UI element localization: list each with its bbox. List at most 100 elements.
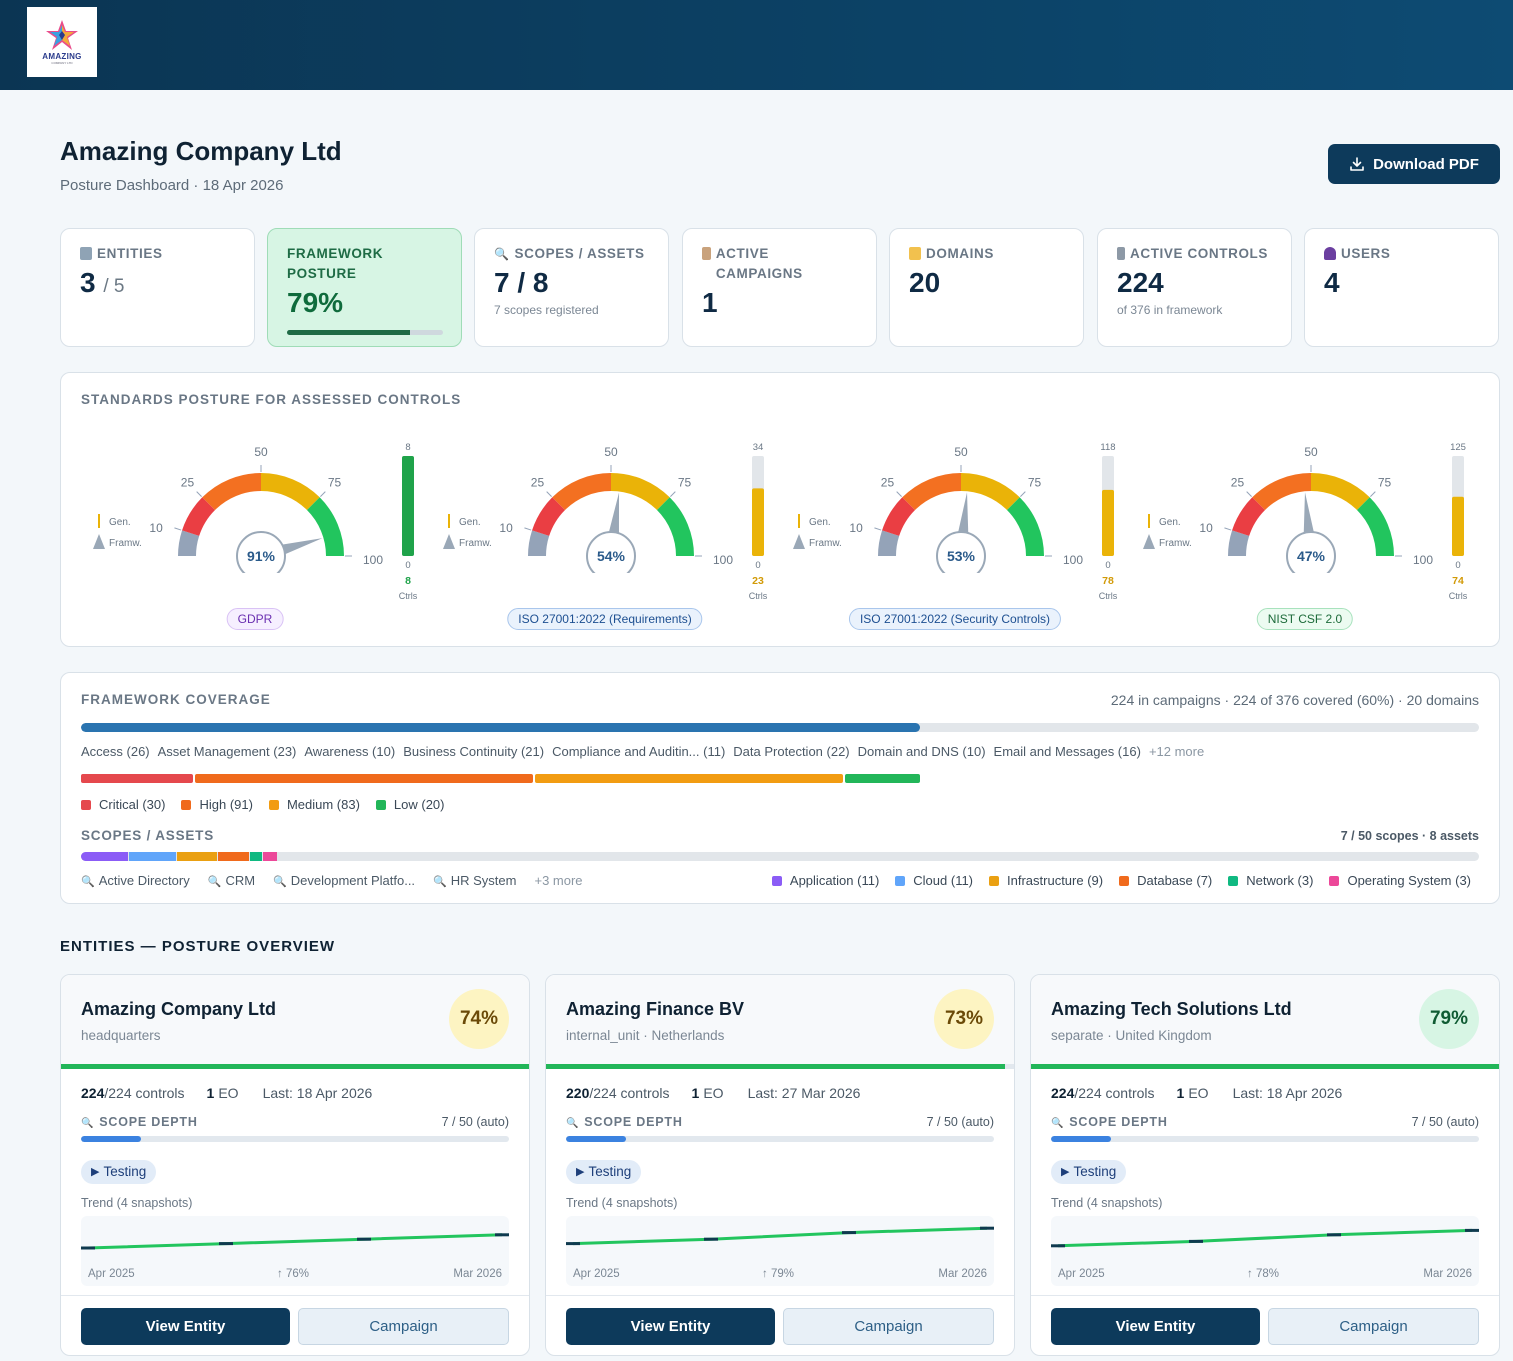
gauge-svg: 10 25 50 75 100 53% Gen. Framw. 118 0 78 Ctrls bbox=[793, 442, 1118, 601]
legend-swatch bbox=[1119, 876, 1130, 886]
scopes-more-link[interactable]: +3 more bbox=[534, 873, 583, 888]
page-title: Amazing Company Ltd bbox=[60, 136, 342, 166]
trend-end: Mar 2026 bbox=[453, 1268, 502, 1280]
domain-item[interactable]: Access (26) bbox=[81, 744, 150, 759]
trend-label: Trend (4 snapshots) bbox=[1051, 1196, 1163, 1210]
severity-segment bbox=[534, 774, 844, 783]
folder-icon bbox=[909, 247, 921, 260]
ctrl-zero-label: 0 bbox=[755, 560, 760, 571]
controls-total: /224 controls bbox=[1074, 1085, 1155, 1101]
stat-card-scopes[interactable]: 🔍 SCOPES / ASSETS 7 / 8 7 scopes register… bbox=[474, 228, 669, 347]
entity-name: Amazing Tech Solutions Ltd bbox=[1051, 999, 1292, 1019]
trend-label: Trend (4 snapshots) bbox=[566, 1196, 678, 1210]
stat-value: 3 bbox=[80, 267, 96, 298]
scope-name: CRM bbox=[225, 873, 256, 888]
ctrl-bar-fill bbox=[402, 456, 414, 556]
eo-label: EO bbox=[1188, 1085, 1209, 1101]
view-entity-button[interactable]: View Entity bbox=[1051, 1308, 1260, 1345]
scope-depth-label: SCOPE DEPTH bbox=[584, 1115, 683, 1129]
eo-label: EO bbox=[703, 1085, 724, 1101]
ctrl-label: Ctrls bbox=[1449, 591, 1468, 601]
play-icon: ▶ bbox=[1061, 1166, 1070, 1178]
severity-segment bbox=[81, 774, 193, 783]
view-entity-button[interactable]: View Entity bbox=[566, 1308, 775, 1345]
legend-label: Network (3) bbox=[1246, 873, 1314, 888]
gauge-tick bbox=[1020, 491, 1026, 497]
domain-item[interactable]: Data Protection (22) bbox=[733, 744, 850, 759]
domain-item[interactable]: Email and Messages (16) bbox=[993, 744, 1141, 759]
stat-card-campaigns[interactable]: ACTIVE CAMPAIGNS 1 bbox=[682, 228, 877, 347]
legend-swatch bbox=[375, 800, 386, 810]
severity-legend: Critical (30) High (91) Medium (83) Low (20… bbox=[81, 797, 460, 812]
status-badge: ▶ Testing bbox=[81, 1160, 157, 1184]
entity-stats: 224/224 controls 1 EO Last: 18 Apr 2026 bbox=[81, 1085, 372, 1101]
download-icon bbox=[1350, 157, 1364, 171]
stat-card-entities[interactable]: ENTITIES 3 / 5 bbox=[60, 228, 255, 347]
stat-note: of 376 in framework bbox=[1117, 303, 1223, 317]
entity-stats: 220/224 controls 1 EO Last: 27 Mar 2026 bbox=[566, 1085, 860, 1101]
framework-pill[interactable]: ISO 27001:2022 (Security Controls) bbox=[848, 608, 1062, 630]
gauge-arc-segment bbox=[1232, 497, 1266, 537]
domain-item[interactable]: Compliance and Auditin... (11) bbox=[552, 744, 726, 759]
entity-card[interactable]: Amazing Finance BV internal_unit · Nether… bbox=[545, 974, 1015, 1356]
campaign-button[interactable]: Campaign bbox=[1268, 1308, 1479, 1345]
entity-card[interactable]: Amazing Tech Solutions Ltd separate · Uni… bbox=[1030, 974, 1500, 1356]
scope-name-item[interactable]: 🔍 HR System bbox=[433, 873, 524, 888]
standard-gauge[interactable]: 10 25 50 75 100 53% Gen. Framw. 118 0 78 Ctrls bbox=[780, 436, 1130, 636]
legend-label: Application (11) bbox=[789, 873, 880, 888]
legend-swatch bbox=[1228, 876, 1239, 886]
stat-card-controls[interactable]: ACTIVE CONTROLS 224 of 376 in framework bbox=[1097, 228, 1292, 347]
entity-score-badge: 73% bbox=[934, 989, 994, 1049]
framework-pill[interactable]: ISO 27001:2022 (Requirements) bbox=[507, 608, 703, 630]
company-logo[interactable]: AMAZING COMPANY LTD bbox=[27, 7, 97, 77]
scope-name-item[interactable]: 🔍 Development Platfo... bbox=[273, 873, 423, 888]
gauge-tick-label: 100 bbox=[1063, 553, 1083, 567]
download-pdf-button[interactable]: Download PDF bbox=[1328, 144, 1500, 184]
campaign-button[interactable]: Campaign bbox=[783, 1308, 994, 1345]
entity-score-badge: 79% bbox=[1419, 989, 1479, 1049]
stat-card-framework-posture[interactable]: FRAMEWORK POSTURE 79% bbox=[267, 228, 462, 347]
ctrl-bar-fill bbox=[1452, 496, 1464, 556]
gauge-tick bbox=[546, 491, 552, 497]
trend-chart: Apr 2025 ↑ 79% Mar 2026 bbox=[566, 1216, 994, 1286]
framework-label: Framw. bbox=[459, 538, 492, 549]
scope-name-item[interactable]: 🔍 Active Directory bbox=[81, 873, 198, 888]
trend-line bbox=[1057, 1228, 1473, 1248]
gauge-tick-label: 100 bbox=[1413, 553, 1433, 567]
standard-gauge[interactable]: 10 25 50 75 100 91% Gen. Framw. 8 0 8 Ctrls bbox=[80, 436, 430, 636]
domain-item[interactable]: Asset Management (23) bbox=[157, 744, 297, 759]
gauge-arc-segment bbox=[260, 473, 320, 511]
framework-pill[interactable]: GDPR bbox=[226, 608, 284, 630]
stat-card-domains[interactable]: DOMAINS 20 bbox=[889, 228, 1084, 347]
gauge-tick-label: 10 bbox=[849, 521, 863, 535]
domains-more-link[interactable]: +12 more bbox=[1148, 744, 1205, 759]
scope-segments bbox=[81, 852, 1479, 861]
stat-label: FRAMEWORK POSTURE bbox=[287, 246, 384, 281]
standard-gauge[interactable]: 10 25 50 75 100 47% Gen. Framw. 125 0 74 Ctrls bbox=[1130, 436, 1480, 636]
coverage-summary: 224 in campaigns · 224 of 376 covered (6… bbox=[1110, 692, 1479, 708]
scope-name-item[interactable]: 🔍 CRM bbox=[208, 873, 263, 888]
gauge-tick bbox=[1246, 491, 1252, 497]
standard-gauge[interactable]: 10 25 50 75 100 54% Gen. Framw. 34 0 23 Ctrls bbox=[430, 436, 780, 636]
play-icon: ▶ bbox=[91, 1166, 100, 1178]
entity-card[interactable]: Amazing Company Ltd headquarters 74% 224/22… bbox=[60, 974, 530, 1356]
controls-done: 220 bbox=[566, 1085, 590, 1101]
domain-item[interactable]: Domain and DNS (10) bbox=[857, 744, 986, 759]
stat-card-users[interactable]: USERS 4 bbox=[1304, 228, 1499, 347]
framework-pill[interactable]: NIST CSF 2.0 bbox=[1256, 608, 1354, 630]
panel-title: FRAMEWORK COVERAGE bbox=[81, 692, 271, 707]
scope-legend-item: Operating System (3) bbox=[1329, 873, 1479, 888]
scope-depth-value: 7 / 50 (auto) bbox=[1411, 1115, 1479, 1129]
trend-chart: Apr 2025 ↑ 76% Mar 2026 bbox=[81, 1216, 509, 1286]
domain-item[interactable]: Business Continuity (21) bbox=[403, 744, 545, 759]
gauge-tick-label: 50 bbox=[604, 445, 618, 459]
search-icon: 🔍 bbox=[207, 876, 222, 888]
eo-count: 1 bbox=[206, 1085, 215, 1101]
campaign-button[interactable]: Campaign bbox=[298, 1308, 509, 1345]
view-entity-button[interactable]: View Entity bbox=[81, 1308, 290, 1345]
domain-item[interactable]: Awareness (10) bbox=[304, 744, 396, 759]
scopes-title: SCOPES / ASSETS bbox=[81, 828, 215, 843]
gauge-arc-segment bbox=[882, 497, 916, 537]
gen-label: Gen. bbox=[459, 517, 481, 528]
scope-depth-value: 7 / 50 (auto) bbox=[926, 1115, 994, 1129]
